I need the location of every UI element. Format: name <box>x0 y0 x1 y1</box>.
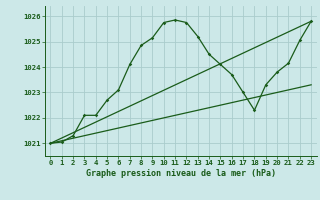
X-axis label: Graphe pression niveau de la mer (hPa): Graphe pression niveau de la mer (hPa) <box>86 169 276 178</box>
